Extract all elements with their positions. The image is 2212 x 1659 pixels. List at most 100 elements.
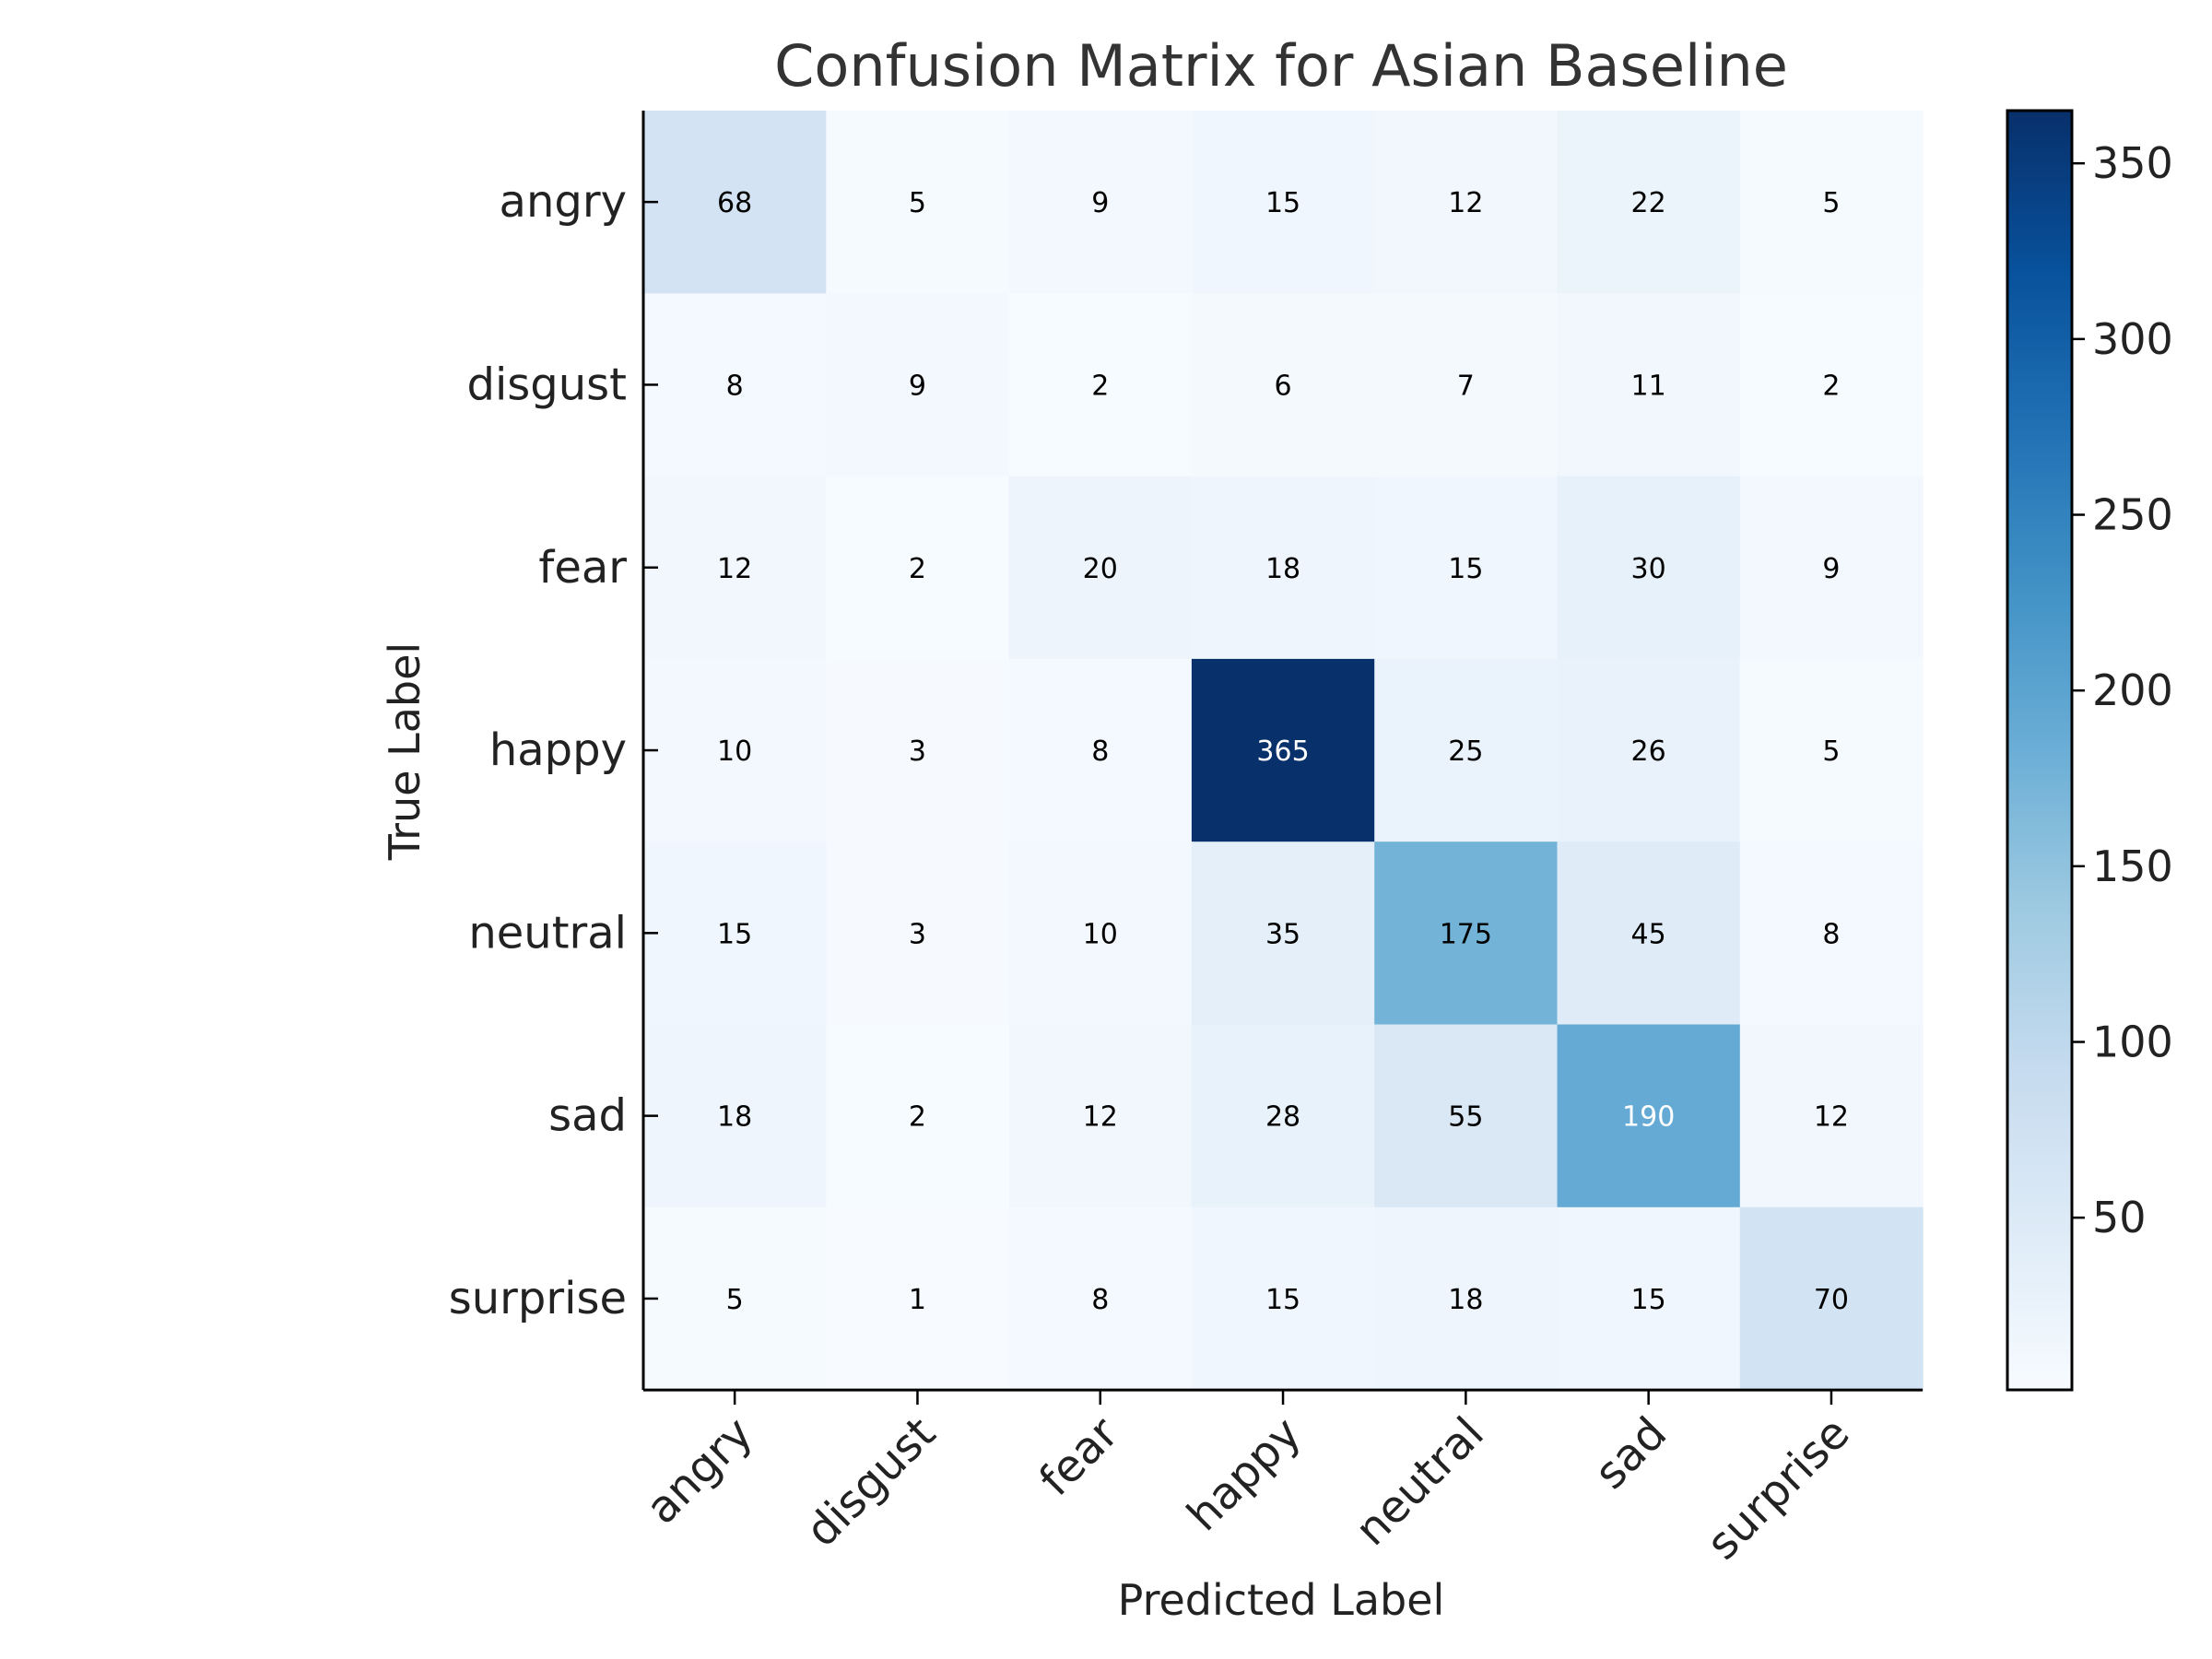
x-tick-label: happy	[1177, 1407, 1311, 1541]
cell-value-label: 8	[1091, 1284, 1109, 1316]
heatmap-cell	[643, 476, 827, 660]
colorbar-tick-label: 350	[2092, 138, 2173, 188]
x-tick-label: fear	[1030, 1407, 1128, 1506]
cell-value-label: 35	[1265, 918, 1300, 950]
heatmap-cell	[1557, 111, 1741, 294]
colorbar-tick-label: 150	[2092, 841, 2173, 891]
cell-value-label: 9	[1091, 187, 1109, 219]
heatmap-cell	[1008, 1206, 1193, 1391]
heatmap-cell	[1739, 111, 1924, 294]
cell-value-label: 1	[909, 1284, 926, 1316]
heatmap-cell	[1739, 1024, 1924, 1208]
heatmap-cell	[1191, 658, 1375, 842]
cell-value-label: 26	[1631, 735, 1666, 768]
cell-value-label: 10	[1083, 918, 1118, 950]
cell-value-label: 9	[909, 370, 926, 402]
heatmap-cell	[1008, 476, 1193, 660]
cell-value-label: 20	[1083, 553, 1118, 585]
heatmap-cell	[643, 841, 827, 1026]
heatmap-cell	[1557, 293, 1741, 477]
heatmap-cell	[1557, 658, 1741, 842]
cell-value-label: 18	[1265, 553, 1300, 585]
heatmap-cell	[1191, 1024, 1375, 1208]
cell-value-label: 2	[909, 1101, 926, 1134]
heatmap-cell	[1374, 1206, 1559, 1391]
cell-value-label: 2	[1091, 370, 1109, 402]
cell-value-label: 2	[1822, 370, 1840, 402]
chart-title: Confusion Matrix for Asian Baseline	[774, 32, 1788, 100]
heatmap-cell	[826, 841, 1010, 1026]
y-tick-label: neutral	[468, 907, 627, 959]
cell-value-label: 15	[1265, 187, 1300, 219]
x-tick-label: angry	[636, 1407, 762, 1534]
heatmap-cell	[1008, 841, 1193, 1026]
y-tick-label: sad	[548, 1090, 627, 1142]
colorbar-tick-label: 300	[2092, 314, 2173, 364]
cell-value-label: 190	[1622, 1101, 1675, 1134]
cell-value-label: 12	[717, 553, 752, 585]
y-tick-label: surprise	[449, 1273, 627, 1324]
heatmap-cell	[1739, 658, 1924, 842]
y-tick-label: fear	[538, 542, 627, 594]
cell-value-label: 9	[1822, 553, 1840, 585]
y-axis-label: True Label	[380, 642, 429, 861]
cell-value-label: 3	[909, 918, 926, 950]
cell-value-label: 8	[726, 370, 744, 402]
x-tick-label: neutral	[1346, 1407, 1494, 1556]
cell-value-label: 68	[717, 187, 752, 219]
cell-value-label: 5	[726, 1284, 744, 1316]
heatmap-cell	[826, 658, 1010, 842]
cell-value-label: 25	[1448, 735, 1483, 768]
heatmap-cell	[1557, 841, 1741, 1026]
cell-value-label: 8	[1822, 918, 1840, 950]
y-tick-label: angry	[500, 176, 627, 228]
heatmap-cell	[1191, 111, 1375, 294]
heatmap-cell	[643, 111, 827, 294]
heatmap-cell	[1374, 111, 1559, 294]
cell-value-label: 12	[1448, 187, 1483, 219]
cell-value-label: 5	[1822, 735, 1840, 768]
heatmap-cell	[643, 1024, 827, 1208]
cell-value-label: 3	[909, 735, 926, 768]
heatmap-cell	[1374, 1024, 1559, 1208]
cell-value-label: 7	[1457, 370, 1475, 402]
x-tick-label: surprise	[1697, 1407, 1859, 1570]
heatmap-cell	[1739, 841, 1924, 1026]
heatmap-cell	[826, 293, 1010, 477]
cell-value-label: 5	[1822, 187, 1840, 219]
heatmap-cell	[1374, 293, 1559, 477]
heatmap-cell	[826, 1206, 1010, 1391]
cell-value-label: 30	[1631, 553, 1666, 585]
heatmap-cell	[643, 293, 827, 477]
heatmap-cell	[1557, 476, 1741, 660]
heatmap-cell	[1191, 841, 1375, 1026]
cell-value-label: 15	[717, 918, 752, 950]
cell-value-label: 11	[1631, 370, 1666, 402]
heatmap-cell	[1008, 293, 1193, 477]
heatmap-cell	[1374, 841, 1559, 1026]
heatmap-cell	[1008, 1024, 1193, 1208]
heatmap-cell	[643, 1206, 827, 1391]
heatmap-cells	[643, 111, 1924, 1391]
x-tick-label: sad	[1585, 1407, 1677, 1500]
heatmap-cell	[1191, 476, 1375, 660]
x-axis-label: Predicted Label	[1118, 1575, 1445, 1625]
heatmap-cell	[1557, 1024, 1741, 1208]
cell-value-label: 45	[1631, 918, 1666, 950]
cell-value-label: 12	[1814, 1101, 1849, 1134]
cell-value-label: 5	[909, 187, 926, 219]
cell-value-label: 15	[1265, 1284, 1300, 1316]
y-tick-label: happy	[489, 724, 627, 776]
cell-value-label: 18	[717, 1101, 752, 1134]
heatmap-cell	[1739, 476, 1924, 660]
heatmap-cell	[1008, 658, 1193, 842]
x-tick-label: disgust	[796, 1407, 946, 1557]
cell-value-label: 18	[1448, 1284, 1483, 1316]
heatmap-cell	[1739, 293, 1924, 477]
heatmap-cell	[1008, 111, 1193, 294]
colorbar-gradient	[2006, 109, 2074, 1392]
colorbar-tick-label: 50	[2092, 1193, 2147, 1242]
colorbar-tick-label: 250	[2092, 490, 2173, 540]
cell-value-label: 10	[717, 735, 752, 768]
heatmap-cell	[1739, 1206, 1924, 1391]
